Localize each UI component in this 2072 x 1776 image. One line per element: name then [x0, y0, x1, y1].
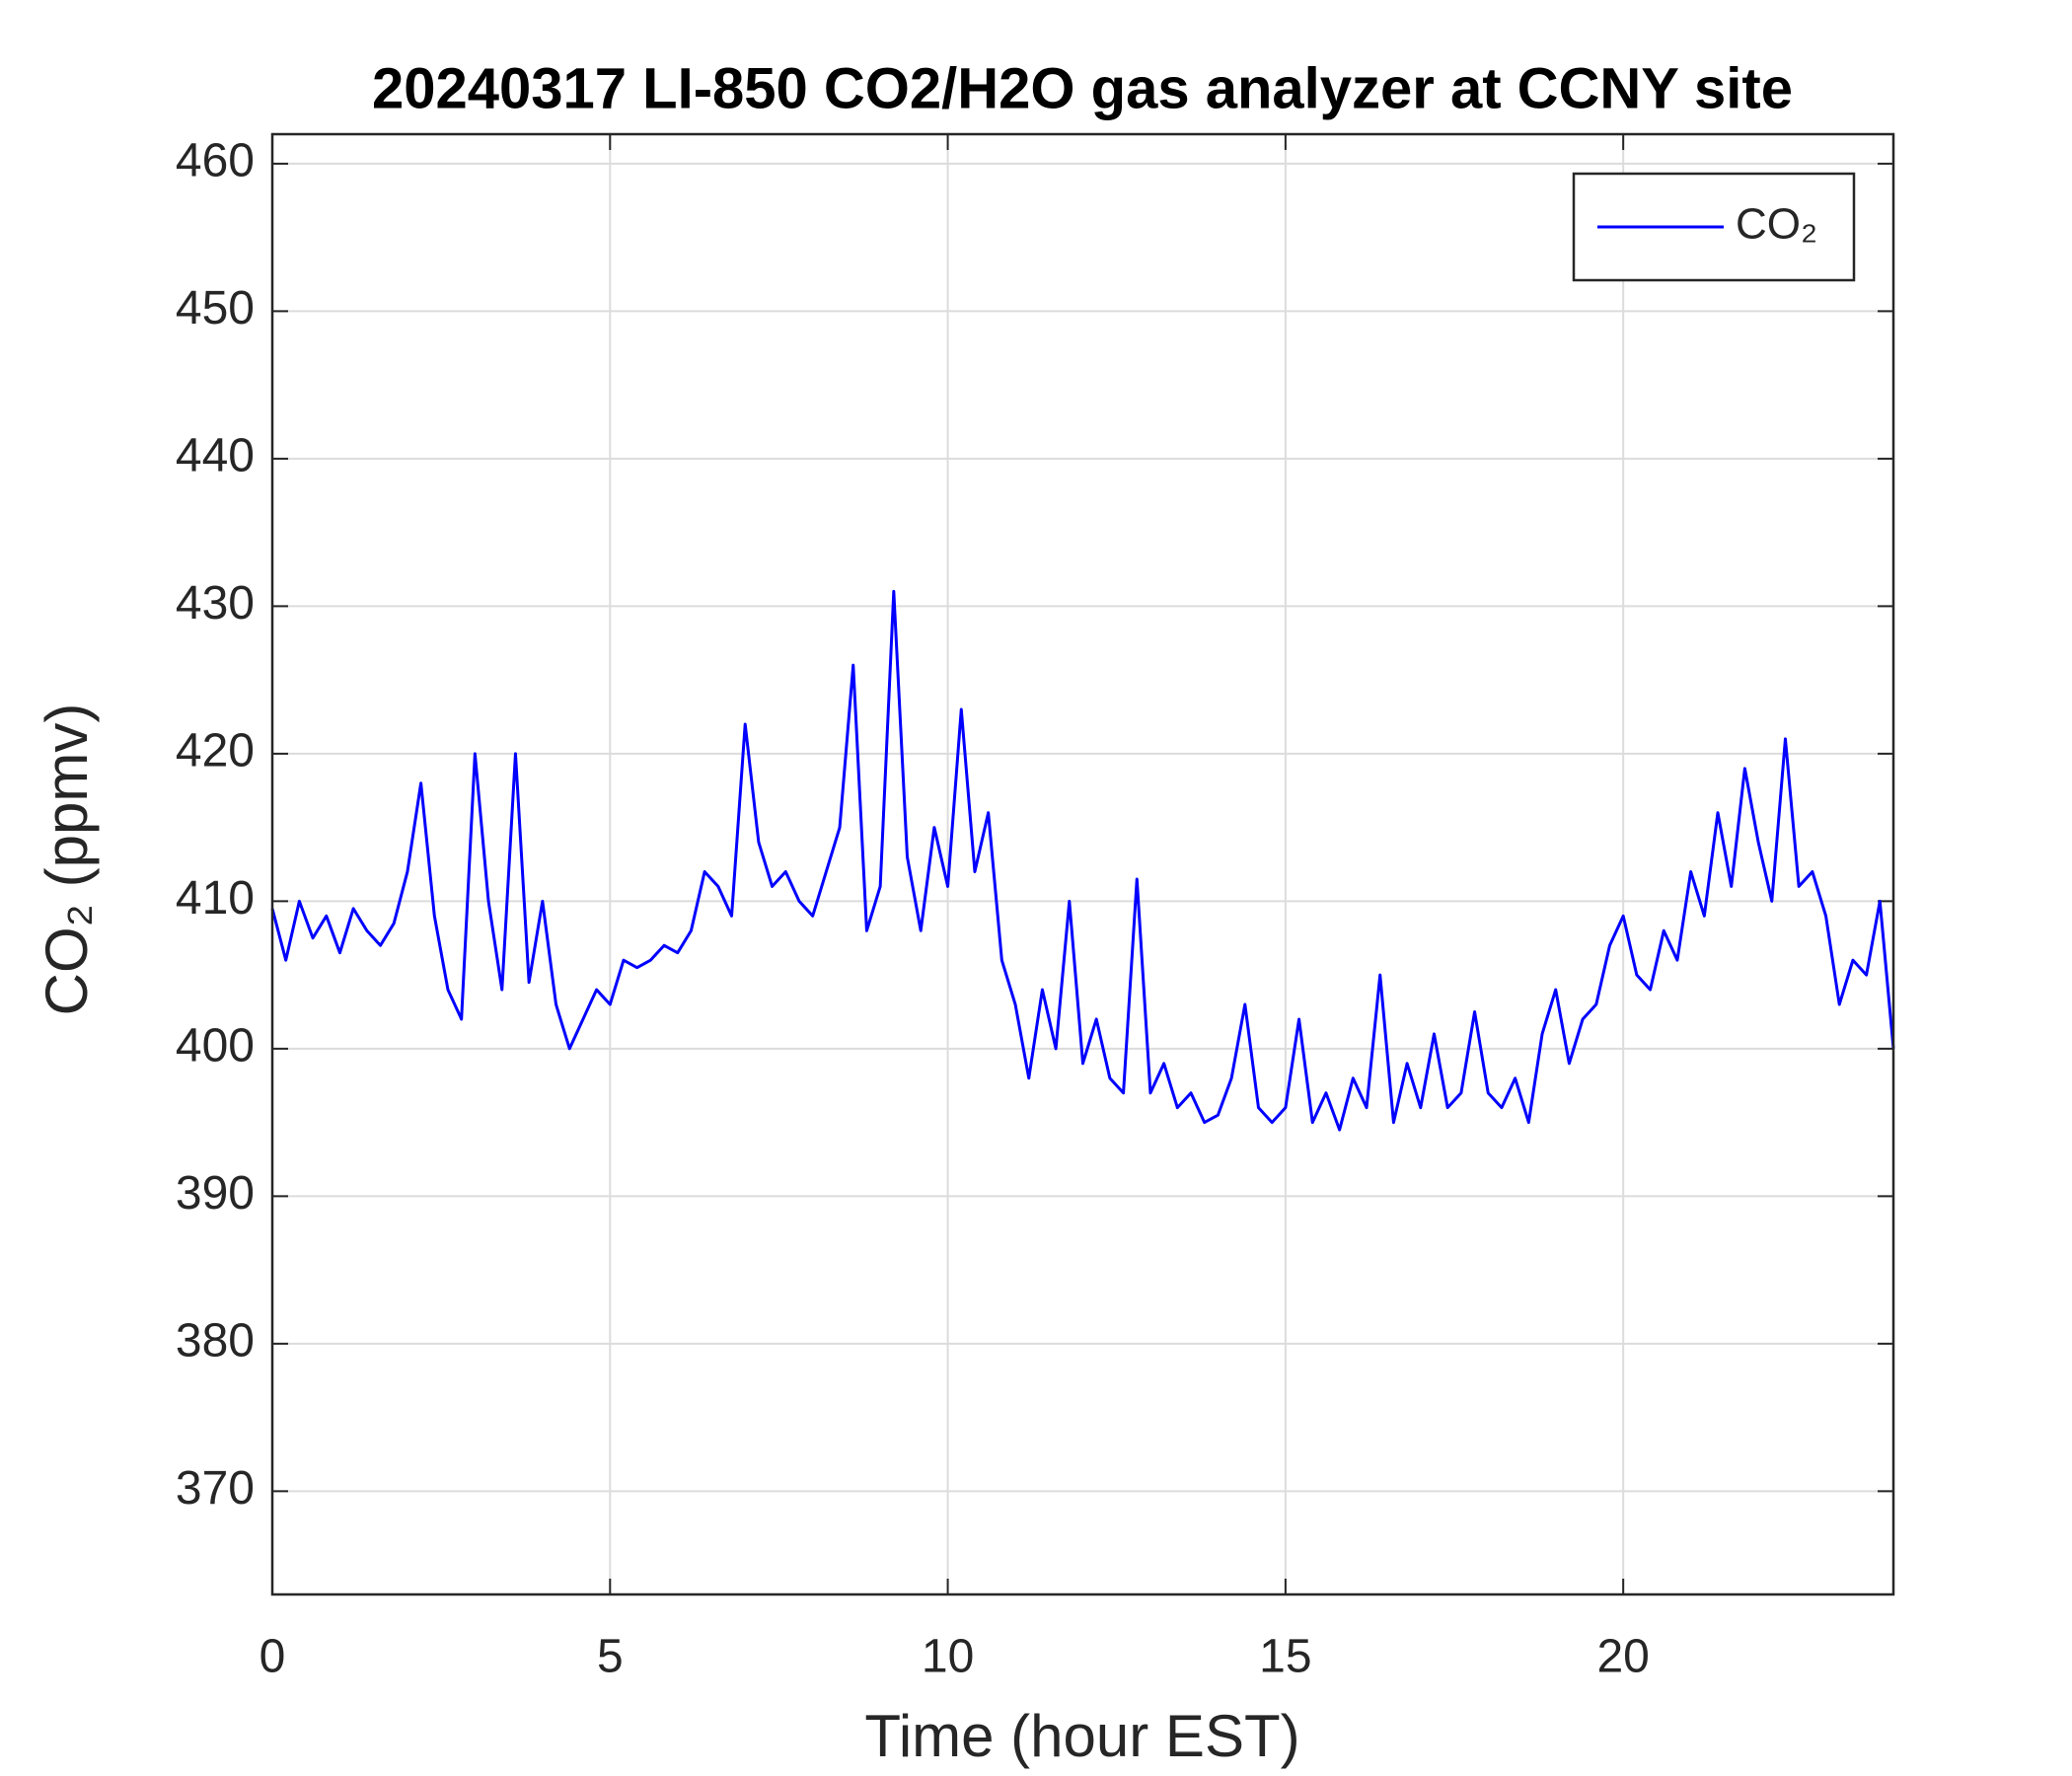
- y-tick-label: 400: [176, 1020, 255, 1073]
- y-tick-label: 420: [176, 725, 255, 777]
- y-tick-label: 410: [176, 872, 255, 925]
- x-tick-label: 20: [1596, 1631, 1649, 1683]
- x-axis-label: Time (hour EST): [864, 1703, 1299, 1769]
- legend-label: CO₂: [1736, 200, 1817, 249]
- y-tick-label: 370: [176, 1462, 255, 1515]
- y-tick-label: 380: [176, 1315, 255, 1368]
- plot-area: [272, 134, 1893, 1594]
- x-tick-label: 0: [259, 1631, 286, 1683]
- y-tick-label: 460: [176, 135, 255, 187]
- x-tick-label: 10: [922, 1631, 974, 1683]
- y-tick-label: 450: [176, 282, 255, 334]
- y-tick-label: 390: [176, 1167, 255, 1220]
- x-tick-label: 15: [1259, 1631, 1311, 1683]
- chart-title: 20240317 LI-850 CO2/H2O gas analyzer at …: [372, 56, 1793, 120]
- data-line: [270, 589, 1895, 1132]
- y-tick-label: 440: [176, 430, 255, 482]
- y-tick-label: 430: [176, 577, 255, 629]
- axes-box: [270, 132, 1895, 1596]
- x-tick-label: 5: [597, 1631, 624, 1683]
- y-axis-label: CO₂ (ppmv): [34, 703, 100, 1016]
